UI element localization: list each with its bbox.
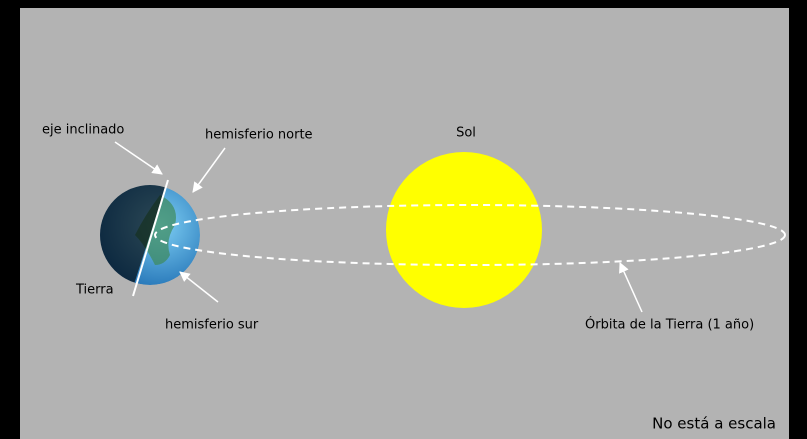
label: Tierra [75, 283, 114, 298]
label: hemisferio sur [165, 318, 259, 333]
page: eje inclinado hemisferio norte Sol Tierr… [0, 0, 807, 439]
label: eje inclinado [42, 123, 124, 138]
note: No está a escala [652, 415, 776, 433]
label: hemisferio norte [205, 128, 313, 143]
diagram: eje inclinado hemisferio norte Sol Tierr… [0, 0, 807, 439]
label: Órbita de la Tierra (1 año) [585, 317, 754, 333]
label: Sol [456, 126, 476, 141]
sun [386, 152, 542, 308]
